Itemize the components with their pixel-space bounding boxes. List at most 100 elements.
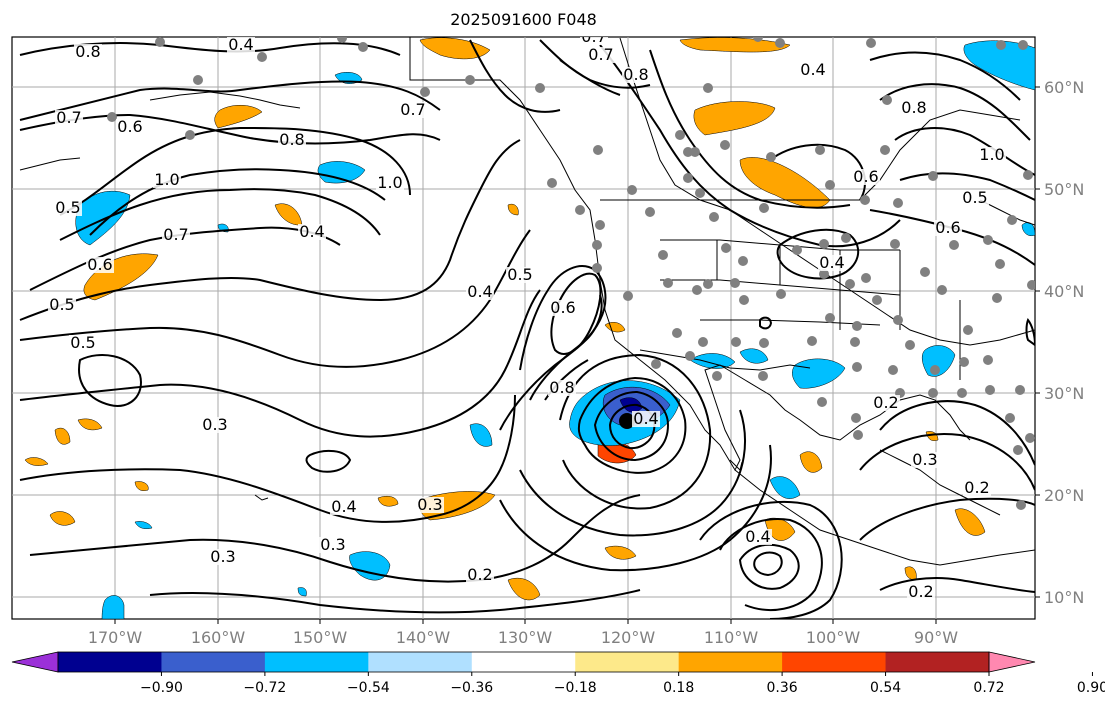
contour-label-bg bbox=[319, 537, 347, 553]
longitude-labels: 170°W 160°W 150°W 140°W 130°W 120°W 110°… bbox=[88, 628, 958, 647]
colorbar-segment bbox=[471, 652, 576, 672]
contour-label: 0.6 bbox=[935, 218, 960, 237]
colorbar-tick-label: 0.36 bbox=[767, 680, 798, 696]
contour-label-bg bbox=[549, 300, 577, 316]
lon-label: 140°W bbox=[396, 628, 451, 647]
contour-label: 0.3 bbox=[320, 535, 345, 554]
contour-label: 0.6 bbox=[87, 255, 112, 274]
colorbar-tick-label: −0.54 bbox=[347, 680, 390, 696]
contour-label: 0.5 bbox=[49, 295, 74, 314]
contour-label: 0.4 bbox=[228, 35, 253, 54]
colorbar-tick-label: 0.72 bbox=[973, 680, 1004, 696]
contour-label-bg bbox=[818, 255, 846, 271]
colorbar-segment bbox=[782, 652, 887, 672]
contour-label: 0.3 bbox=[202, 415, 227, 434]
lat-label: 60°N bbox=[1044, 78, 1084, 97]
contour-label-bg bbox=[548, 380, 576, 396]
lon-label: 130°W bbox=[498, 628, 553, 647]
contour-labels: 0.8 0.4 0.70.60.81.00.50.70.60.50.40.50.30… bbox=[48, 27, 1006, 601]
colorbar-ticks: −0.90 −0.72 −0.54 −0.36 −0.18 0.18 0.36 0.54 0.7… bbox=[140, 672, 1105, 696]
contour-label-bg bbox=[227, 37, 255, 53]
contour-label-bg bbox=[54, 200, 82, 216]
contour-label: 0.8 bbox=[549, 378, 574, 397]
contour-label: 0.5 bbox=[70, 333, 95, 352]
colorbar-segment bbox=[678, 652, 783, 672]
contour-label-bg bbox=[55, 110, 83, 126]
contour-label: 0.4 bbox=[331, 497, 356, 516]
colorbar-segment bbox=[885, 652, 990, 672]
gridlines bbox=[12, 37, 1035, 619]
contour-label: 0.5 bbox=[962, 188, 987, 207]
station-dots bbox=[107, 37, 1035, 510]
colorbar-tick-label: −0.90 bbox=[140, 680, 183, 696]
contour-label-bg bbox=[852, 169, 880, 185]
contour-label-bg bbox=[74, 44, 102, 60]
contour-label: 0.8 bbox=[75, 42, 100, 61]
contour-label: 0.7 bbox=[163, 225, 188, 244]
contour-label: 0.7 bbox=[400, 100, 425, 119]
contour-label-bg bbox=[744, 529, 772, 545]
colorbar-segment bbox=[264, 652, 369, 672]
contour-label: 0.8 bbox=[623, 65, 648, 84]
lon-label: 110°W bbox=[704, 628, 759, 647]
colorbar-extend-high bbox=[988, 651, 1036, 673]
lon-label: 170°W bbox=[88, 628, 143, 647]
contour-label-bg bbox=[961, 190, 989, 206]
lat-label: 30°N bbox=[1044, 384, 1084, 403]
contour-label: 0.6 bbox=[117, 117, 142, 136]
contour-label-bg bbox=[201, 417, 229, 433]
lat-label: 40°N bbox=[1044, 282, 1084, 301]
lon-label: 90°W bbox=[914, 628, 958, 647]
contour-label-bg bbox=[872, 395, 900, 411]
contour-label-bg bbox=[278, 132, 306, 148]
contour-label-bg bbox=[799, 62, 827, 78]
lon-label: 160°W bbox=[191, 628, 246, 647]
contour-label-bg bbox=[911, 452, 939, 468]
colorbar-segment bbox=[58, 652, 162, 672]
contour-label: 0.4 bbox=[819, 253, 844, 272]
contour-label: 0.2 bbox=[964, 478, 989, 497]
latitude-labels: 60°N 50°N 40°N 30°N 20°N 10°N bbox=[1044, 78, 1084, 607]
contour-label-bg bbox=[376, 175, 404, 191]
contour-label: 0.2 bbox=[467, 565, 492, 584]
contour-label-bg bbox=[298, 224, 326, 240]
contour-label: 0.6 bbox=[853, 167, 878, 186]
colorbar-extend-low bbox=[11, 651, 59, 673]
contour-label-bg bbox=[116, 119, 144, 135]
contour-label-bg bbox=[209, 549, 237, 565]
map-title: 2025091600 F048 bbox=[450, 10, 597, 29]
contour-label: 0.5 bbox=[507, 265, 532, 284]
contour-label-bg bbox=[466, 284, 494, 300]
colorbar-tick-label: −0.36 bbox=[450, 680, 493, 696]
contour-label: 0.3 bbox=[210, 547, 235, 566]
contour-label: 0.3 bbox=[417, 495, 442, 514]
contour-label: 0.4 bbox=[745, 527, 770, 546]
contour-label-bg bbox=[416, 497, 444, 513]
lon-label: 100°W bbox=[806, 628, 861, 647]
contour-label: 0.4 bbox=[467, 282, 492, 301]
contour-label: 1.0 bbox=[154, 170, 179, 189]
tick-marks bbox=[114, 86, 1040, 624]
colorbar-tick-label: −0.18 bbox=[554, 680, 597, 696]
contour-label-bg bbox=[907, 584, 935, 600]
contour-label-bg bbox=[153, 172, 181, 188]
contour-label: 0.5 bbox=[55, 198, 80, 217]
colorbar-tick-label: 0.54 bbox=[870, 680, 901, 696]
contour-label-bg bbox=[622, 67, 650, 83]
colorbar-segment bbox=[161, 652, 266, 672]
contour-label: 0.7 bbox=[581, 27, 606, 46]
contour-label-bg bbox=[900, 100, 928, 116]
contour-label: 0.8 bbox=[279, 130, 304, 149]
contour-lines bbox=[19, 39, 1035, 619]
contour-label-bg bbox=[69, 335, 97, 351]
lat-label: 10°N bbox=[1044, 588, 1084, 607]
contour-label-bg bbox=[934, 220, 962, 236]
contour-label: 0.2 bbox=[908, 582, 933, 601]
contour-label-bg bbox=[86, 257, 114, 273]
contour-label: 0.7 bbox=[588, 45, 613, 64]
contour-label-bg bbox=[48, 297, 76, 313]
lon-label: 120°W bbox=[601, 628, 656, 647]
contour-label-bg bbox=[330, 499, 358, 515]
lon-label: 150°W bbox=[293, 628, 348, 647]
